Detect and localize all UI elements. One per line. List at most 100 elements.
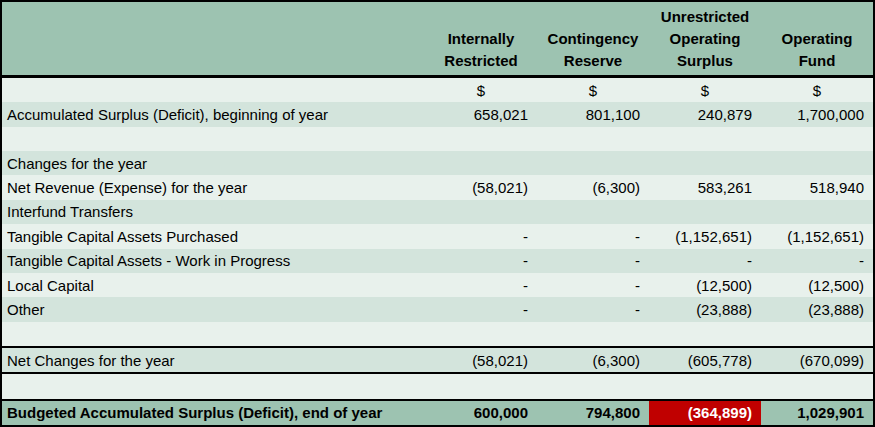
currency-symbol: $ xyxy=(761,78,873,102)
cell-value: 1,700,000 xyxy=(761,102,873,126)
cell-value: - xyxy=(537,224,649,248)
budget-surplus-table: Internally Restricted Contingency Reserv… xyxy=(0,0,875,427)
table-row-blank xyxy=(2,374,873,398)
table-row: Tangible Capital Assets Purchased - - (1… xyxy=(2,224,873,248)
header-contingency-reserve: Contingency Reserve xyxy=(537,2,649,75)
cell-value xyxy=(761,151,873,175)
header-label-column xyxy=(2,2,425,75)
cell-value xyxy=(537,200,649,224)
cell-value: - xyxy=(425,273,537,297)
cell-value: (6,300) xyxy=(537,175,649,199)
cell-value xyxy=(649,322,761,346)
currency-symbol-row: $ $ $ $ xyxy=(2,78,873,102)
table-row: Local Capital - - (12,500) (12,500) xyxy=(2,273,873,297)
cell-value xyxy=(425,322,537,346)
header-line: Fund xyxy=(799,50,836,72)
cell-value: 583,261 xyxy=(649,175,761,199)
cell-value: - xyxy=(649,249,761,273)
currency-symbol: $ xyxy=(425,78,537,102)
cell-value: - xyxy=(537,249,649,273)
net-changes-row: Net Changes for the year (58,021) (6,300… xyxy=(2,346,873,374)
cell-value: - xyxy=(425,249,537,273)
row-label: Other xyxy=(2,297,425,321)
table-row-blank xyxy=(2,322,873,346)
row-label: Tangible Capital Assets Purchased xyxy=(2,224,425,248)
row-label xyxy=(2,374,425,398)
row-label: Net Changes for the year xyxy=(2,348,425,372)
row-label xyxy=(2,322,425,346)
table-row: Tangible Capital Assets - Work in Progre… xyxy=(2,249,873,273)
table-row: Accumulated Surplus (Deficit), beginning… xyxy=(2,102,873,126)
cell-value xyxy=(425,127,537,151)
cell-value xyxy=(761,200,873,224)
cell-value: 518,940 xyxy=(761,175,873,199)
cell-value xyxy=(425,200,537,224)
cell-value: - xyxy=(761,249,873,273)
cell-value: - xyxy=(425,297,537,321)
cell-value xyxy=(537,127,649,151)
header-line: Surplus xyxy=(677,50,733,72)
cell-value xyxy=(761,322,873,346)
cell-value: (12,500) xyxy=(649,273,761,297)
header-line: Contingency xyxy=(548,28,639,50)
header-unrestricted-operating-surplus: Unrestricted Operating Surplus xyxy=(649,2,761,75)
header-internally-restricted: Internally Restricted xyxy=(425,2,537,75)
cell-value: (605,778) xyxy=(649,348,761,372)
cell-value: - xyxy=(425,224,537,248)
cell-value xyxy=(649,151,761,175)
cell-value: (58,021) xyxy=(425,175,537,199)
table-row: Other - - (23,888) (23,888) xyxy=(2,297,873,321)
negative-deficit-highlight-cell: (364,899) xyxy=(649,401,761,425)
table-row-blank xyxy=(2,127,873,151)
cell-value xyxy=(761,127,873,151)
table-row: Net Revenue (Expense) for the year (58,0… xyxy=(2,175,873,199)
cell-value xyxy=(425,151,537,175)
row-label xyxy=(2,78,425,102)
cell-value xyxy=(425,374,537,398)
cell-value: 794,800 xyxy=(537,401,649,425)
cell-value xyxy=(649,200,761,224)
row-label: Tangible Capital Assets - Work in Progre… xyxy=(2,249,425,273)
table-row-section: Interfund Transfers xyxy=(2,200,873,224)
cell-value: (6,300) xyxy=(537,348,649,372)
header-line: Operating xyxy=(670,28,741,50)
cell-value: 801,100 xyxy=(537,102,649,126)
row-label: Interfund Transfers xyxy=(2,200,425,224)
cell-value: (12,500) xyxy=(761,273,873,297)
total-row: Budgeted Accumulated Surplus (Deficit), … xyxy=(2,399,873,425)
cell-value: 658,021 xyxy=(425,102,537,126)
cell-value: (23,888) xyxy=(761,297,873,321)
header-line: Unrestricted xyxy=(661,6,749,28)
row-label: Local Capital xyxy=(2,273,425,297)
header-line: Internally xyxy=(448,28,515,50)
cell-value: - xyxy=(537,297,649,321)
cell-value: (1,152,651) xyxy=(761,224,873,248)
header-operating-fund: Operating Fund xyxy=(761,2,873,75)
currency-symbol: $ xyxy=(537,78,649,102)
cell-value xyxy=(537,151,649,175)
cell-value: (58,021) xyxy=(425,348,537,372)
cell-value: 600,000 xyxy=(425,401,537,425)
header-line: Operating xyxy=(782,28,853,50)
cell-value: (670,099) xyxy=(761,348,873,372)
table-body: $ $ $ $ Accumulated Surplus (Deficit), b… xyxy=(2,78,873,425)
cell-value xyxy=(761,374,873,398)
row-label: Accumulated Surplus (Deficit), beginning… xyxy=(2,102,425,126)
row-label: Changes for the year xyxy=(2,151,425,175)
cell-value: (23,888) xyxy=(649,297,761,321)
table-header-row: Internally Restricted Contingency Reserv… xyxy=(2,2,873,78)
cell-value: 1,029,901 xyxy=(761,401,873,425)
cell-value: - xyxy=(537,273,649,297)
currency-symbol: $ xyxy=(649,78,761,102)
header-line: Reserve xyxy=(564,50,622,72)
cell-value xyxy=(649,127,761,151)
header-line: Restricted xyxy=(444,50,517,72)
cell-value xyxy=(649,374,761,398)
cell-value xyxy=(537,374,649,398)
cell-value: (1,152,651) xyxy=(649,224,761,248)
cell-value: 240,879 xyxy=(649,102,761,126)
table-row-section: Changes for the year xyxy=(2,151,873,175)
row-label: Budgeted Accumulated Surplus (Deficit), … xyxy=(2,401,425,425)
row-label: Net Revenue (Expense) for the year xyxy=(2,175,425,199)
row-label xyxy=(2,127,425,151)
